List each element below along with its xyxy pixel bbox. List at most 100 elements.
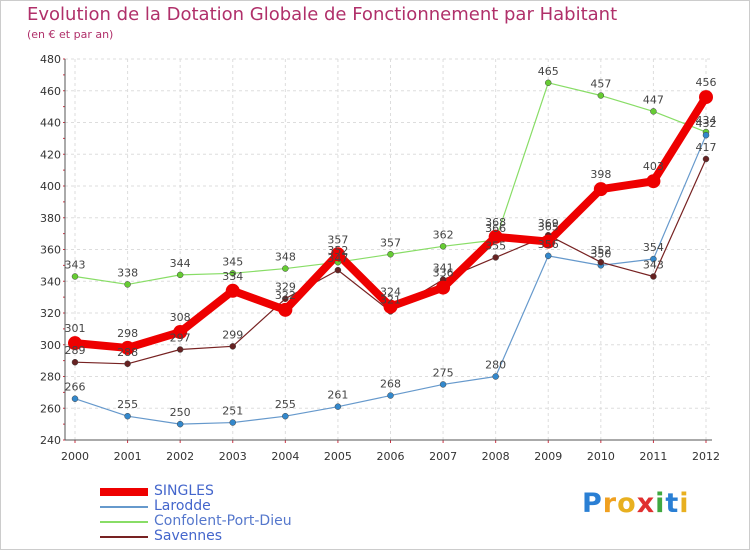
- data-label-larodde: 432: [696, 117, 717, 130]
- data-point-singles: [173, 325, 188, 340]
- data-label-larodde: 354: [643, 241, 664, 254]
- y-tick-label: 420: [40, 148, 61, 161]
- y-tick-label: 460: [40, 85, 61, 98]
- data-label-savennes: 297: [170, 332, 191, 345]
- data-point-singles: [278, 302, 293, 317]
- data-point-savennes: [71, 358, 79, 366]
- data-label-larodde: 255: [117, 398, 138, 411]
- data-point-singles: [330, 247, 345, 262]
- x-tick-label: 2001: [114, 450, 142, 463]
- axes: 240 260 280 300 320 340 360 380 400 420 440 460 480 2…: [40, 53, 720, 463]
- data-label-singles: 368: [485, 216, 506, 229]
- data-point-larodde: [439, 381, 447, 388]
- data-label-larodde: 275: [433, 366, 454, 379]
- data-point-singles: [541, 234, 556, 249]
- logo-letter: t: [665, 488, 680, 519]
- x-tick-label: 2002: [166, 450, 194, 463]
- data-label-singles: 456: [696, 76, 717, 89]
- x-tick-label: 2005: [324, 450, 352, 463]
- x-tick-label: 2012: [692, 450, 720, 463]
- data-point-singles: [68, 336, 82, 351]
- data-label-savennes: 369: [538, 217, 559, 230]
- data-label-savennes: 288: [117, 346, 138, 359]
- y-tick-label: 440: [40, 117, 61, 130]
- data-label-savennes: 343: [643, 258, 664, 271]
- data-point-larodde: [650, 255, 657, 263]
- data-label-confolent-port-dieu: 348: [275, 251, 296, 264]
- data-label-singles: 301: [65, 322, 86, 335]
- x-tick-label: 2010: [587, 450, 615, 463]
- chart-subtitle: (en € et par an): [27, 28, 114, 41]
- data-label-larodde: 268: [380, 378, 401, 391]
- data-label-singles: 324: [380, 286, 401, 299]
- data-point-confolent-port-dieu: [229, 270, 236, 277]
- x-tick-label: 2004: [271, 450, 299, 463]
- data-point-savennes: [176, 346, 184, 353]
- data-point-savennes: [702, 155, 710, 163]
- logo-letter: i: [655, 488, 666, 519]
- data-point-savennes: [492, 254, 499, 261]
- x-tick-label: 2000: [61, 450, 89, 463]
- data-label-savennes: 321: [380, 293, 401, 306]
- data-label-singles: 334: [222, 270, 243, 283]
- data-label-larodde: 350: [590, 247, 611, 260]
- data-point-singles: [593, 182, 608, 197]
- data-point-savennes: [282, 295, 289, 302]
- data-point-savennes: [124, 360, 131, 368]
- data-label-larodde: 255: [275, 398, 296, 411]
- data-label-singles: 357: [327, 233, 348, 246]
- y-tick-label: 340: [40, 275, 61, 288]
- data-label-larodde: 261: [327, 389, 348, 402]
- x-tick-label: 2007: [429, 450, 457, 463]
- data-label-singles: 298: [117, 327, 138, 340]
- data-label-larodde: 266: [65, 381, 86, 394]
- data-label-larodde: 251: [222, 405, 243, 418]
- data-label-savennes: 289: [65, 344, 86, 357]
- data-point-singles: [436, 280, 451, 295]
- data-label-confolent-port-dieu: 338: [117, 266, 138, 279]
- data-point-singles: [646, 174, 661, 189]
- legend-swatch: [100, 488, 148, 496]
- data-label-confolent-port-dieu: 366: [485, 222, 506, 235]
- data-label-singles: 403: [643, 160, 664, 173]
- x-tick-label: 2006: [377, 450, 405, 463]
- data-label-savennes: 347: [327, 252, 348, 265]
- data-point-confolent-port-dieu: [545, 79, 552, 87]
- data-label-confolent-port-dieu: 447: [643, 93, 664, 106]
- data-point-singles: [488, 229, 503, 244]
- data-point-confolent-port-dieu: [650, 108, 657, 115]
- data-label-confolent-port-dieu: 352: [327, 244, 348, 257]
- y-tick-label: 300: [40, 339, 61, 352]
- data-label-savennes: 352: [590, 244, 611, 257]
- data-point-confolent-port-dieu: [124, 281, 131, 288]
- data-label-singles: 322: [275, 289, 296, 302]
- data-label-confolent-port-dieu: 362: [433, 228, 454, 241]
- data-label-singles: 398: [590, 168, 611, 181]
- data-point-larodde: [229, 419, 236, 426]
- data-label-confolent-port-dieu: 344: [170, 257, 191, 270]
- legend-label: Savennes: [154, 528, 223, 544]
- data-point-larodde: [282, 412, 289, 420]
- data-label-savennes: 417: [696, 141, 717, 154]
- data-label-larodde: 356: [538, 238, 559, 251]
- legend-label: SINGLES: [154, 483, 214, 499]
- data-label-confolent-port-dieu: 434: [696, 114, 717, 127]
- plot-area: [65, 59, 712, 440]
- data-point-singles: [699, 90, 713, 105]
- data-label-savennes: 341: [433, 262, 454, 275]
- data-point-larodde: [124, 412, 131, 420]
- legend-swatch: [100, 536, 148, 538]
- data-point-savennes: [229, 343, 236, 350]
- data-label-singles: 308: [170, 311, 191, 324]
- data-point-confolent-port-dieu: [71, 273, 79, 280]
- logo-letter: x: [636, 488, 656, 519]
- grid-lines: [65, 58, 712, 441]
- data-point-singles: [225, 283, 240, 298]
- data-point-savennes: [597, 258, 605, 266]
- data-label-savennes: 355: [485, 239, 506, 252]
- data-label-singles: 336: [433, 267, 454, 280]
- y-tick-label: 360: [40, 244, 61, 257]
- legend-swatch: [100, 521, 148, 523]
- x-tick-label: 2003: [219, 450, 247, 463]
